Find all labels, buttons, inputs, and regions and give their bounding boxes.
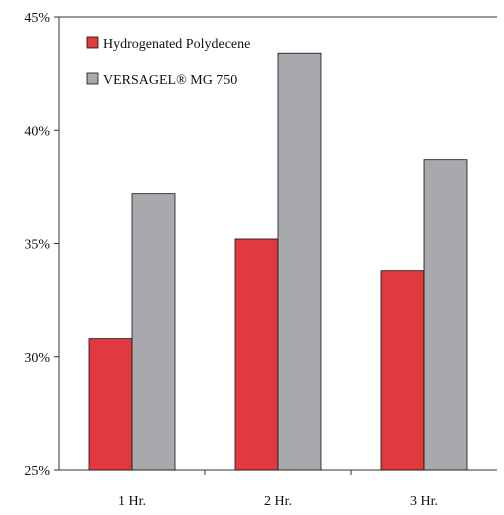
tick-labels: 25% 30% 35% 40% 45% 1 Hr. 2 Hr. 3 Hr. xyxy=(24,11,438,509)
legend-label: Hydrogenated Polydecene xyxy=(103,37,250,52)
y-tick-label: 40% xyxy=(24,124,50,139)
y-tick-label: 35% xyxy=(24,238,50,253)
y-tick-label: 30% xyxy=(24,351,50,366)
legend-swatch xyxy=(86,72,99,85)
y-tick-label: 45% xyxy=(24,11,50,26)
bar-hydrogenated-polydecene-1 xyxy=(88,338,133,471)
x-tick-label: 3 Hr. xyxy=(410,494,438,509)
x-tick-label: 2 Hr. xyxy=(264,494,292,509)
bar-hydrogenated-polydecene-3 xyxy=(380,270,425,471)
x-tick-label: 1 Hr. xyxy=(118,494,146,509)
bar-versagel-mg-750-2 xyxy=(277,52,322,471)
legend-label: VERSAGEL® MG 750 xyxy=(103,73,237,88)
legend: Hydrogenated Polydecene VERSAGEL® MG 750 xyxy=(86,36,250,88)
bar-versagel-mg-750-1 xyxy=(131,193,176,471)
bars xyxy=(88,52,468,471)
legend-swatch xyxy=(86,36,99,49)
y-tick-label: 25% xyxy=(24,464,50,479)
bar-hydrogenated-polydecene-2 xyxy=(234,238,279,471)
bar-versagel-mg-750-3 xyxy=(423,159,468,471)
